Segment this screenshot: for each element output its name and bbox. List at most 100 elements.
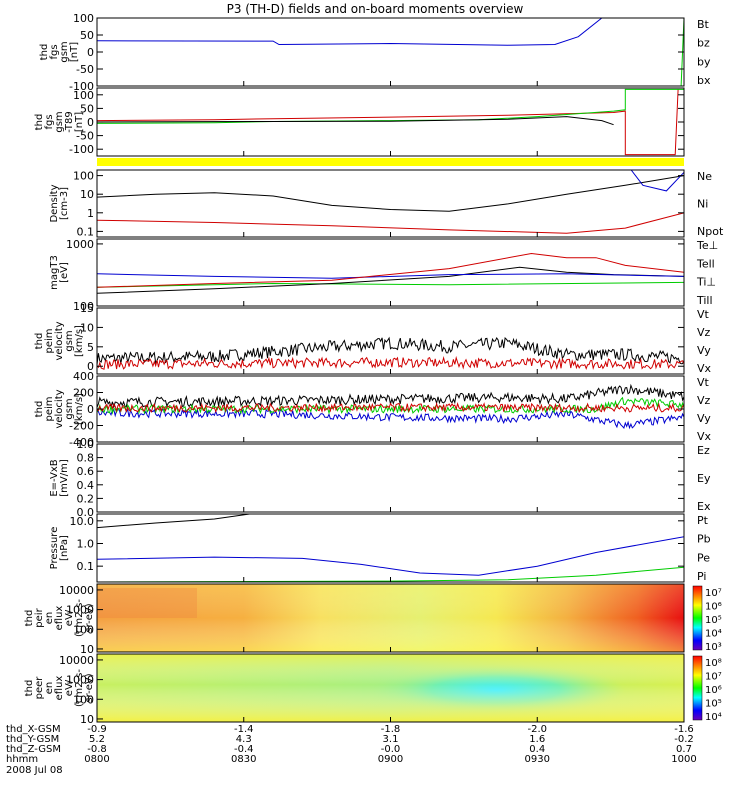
y-tick-label: 200: [73, 387, 94, 400]
colorbar-label: 10⁶: [705, 602, 722, 613]
ylabel-line: [mV/m]: [59, 459, 70, 497]
ylabel-line: sr-eV): [84, 673, 95, 702]
ylabel-line: thd: [39, 44, 50, 61]
series-Vz: [97, 401, 684, 414]
colorbar-label: 10⁷: [705, 672, 722, 683]
legend-Vt: Vt: [697, 376, 710, 389]
series-Till: [97, 281, 684, 288]
ylabel-line: velocity: [54, 321, 65, 360]
ylabel-line: (cm2-s-: [74, 669, 85, 707]
ylabel-line: -T89: [64, 111, 75, 133]
y-tick-label: 15: [80, 302, 94, 315]
colorbar-label: 10⁷: [705, 588, 722, 599]
ylabel-line: [km/s]: [74, 325, 85, 357]
axis-row-label: thd_X-GSM: [6, 724, 61, 735]
colorbar: [692, 585, 703, 651]
ylabel-line: thd: [34, 114, 45, 131]
colorbar-label: 10⁴: [705, 712, 722, 723]
series-black: [97, 116, 614, 126]
series-bx: [97, 18, 603, 46]
colorbar-label: 10⁶: [705, 685, 722, 696]
ylabel-line: thd: [24, 610, 35, 627]
legend-Vx: Vx: [697, 430, 712, 443]
series-Te⊥: [97, 252, 684, 288]
ylabel-line: velocity: [54, 389, 65, 428]
ylabel-line: thd: [34, 333, 45, 350]
legend-Tell: Tell: [696, 257, 715, 270]
panel-frame: [96, 375, 685, 443]
axis-row-label: thd_Y-GSM: [6, 734, 59, 745]
y-tick-label: 0: [87, 46, 94, 59]
ylabel-line: [eV]: [59, 262, 70, 283]
panel-velocity_gsm: thd peim velocity gsm [km/s] 400 200 0 -200 -400 V…: [34, 370, 712, 449]
y-tick-label: 0.6: [77, 465, 95, 478]
ylabel-line: peim: [44, 328, 55, 353]
legend-Vy: Vy: [697, 344, 711, 357]
axis-row-value: -1.8: [381, 724, 401, 735]
series-Tell: [97, 266, 684, 294]
axis-row-value: -2.0: [527, 724, 547, 735]
series-Vy: [97, 396, 684, 415]
panel-peer: thd peer en eflux eV/(cm2-s-sr-eV) 10000 1000 1…: [24, 653, 722, 726]
panel-frame: [96, 238, 685, 307]
y-tick-label: 1.0: [77, 537, 95, 550]
series-by: [97, 88, 684, 124]
date-label: 2008 Jul 08: [6, 765, 63, 776]
panel-fgs: thd fgs gsm [nT] 100 50 0 -50 -100 Bt bz by bx: [39, 12, 711, 93]
y-tick-label: 0.4: [77, 479, 95, 492]
ylabel-line: [nT]: [74, 112, 85, 132]
y-tick-label: 1000: [66, 604, 94, 617]
axis-row-value: 0.7: [676, 744, 692, 755]
ylabel-line: eflux: [54, 606, 65, 631]
ylabel-line: eV/: [64, 679, 75, 696]
ylabel-line: en: [44, 612, 55, 625]
legend-bx: bx: [697, 74, 711, 87]
y-tick-label: 100: [73, 300, 94, 313]
colorbar-label: 10⁵: [705, 615, 722, 626]
axis-row-label: hhmm: [6, 754, 38, 765]
panel-frame: [96, 513, 685, 583]
axis-row-value: -1.6: [674, 724, 694, 735]
y-tick-label: 0: [87, 360, 94, 373]
y-tick-label: 0.1: [77, 560, 95, 573]
ylabel-line: fgs: [49, 44, 60, 59]
y-tick-label: 10.0: [70, 515, 95, 528]
legend-Pe: Pe: [697, 551, 710, 564]
y-tick-label: 5: [87, 341, 94, 354]
panel-temperature: magT3 [eV] 1000 100 Te⊥ Tell Ti⊥ Till: [49, 238, 718, 313]
y-tick-label: 1000: [66, 238, 94, 251]
chart-title: P3 (TH-D) fields and on-board moments ov…: [226, 2, 524, 16]
y-tick-label: -100: [69, 143, 94, 156]
legend-Ti⊥: Ti⊥: [696, 276, 716, 289]
mode-band: [97, 158, 684, 166]
ylabel-line: eflux: [54, 676, 65, 701]
legend-Vz: Vz: [697, 326, 711, 339]
y-tick-label: 100: [73, 170, 94, 183]
y-tick-label: 1000: [66, 674, 94, 687]
axis-row-value: 5.2: [89, 734, 105, 745]
series-Vx: [97, 408, 684, 430]
axis-row-label: thd_Z-GSM: [6, 744, 61, 755]
axis-row-value: 4.3: [236, 734, 252, 745]
axis-row-value: -0.0: [381, 744, 401, 755]
ylabel-line: [nPa]: [59, 535, 70, 561]
heatmap-shading: [97, 654, 684, 722]
legend-Npot: Npot: [697, 225, 724, 238]
legend-Till: Till: [696, 294, 713, 307]
y-tick-label: 0.8: [77, 452, 95, 465]
legend-Ez: Ez: [697, 444, 710, 457]
y-tick-label: -400: [69, 436, 94, 449]
axis-row-value: 0830: [231, 754, 256, 765]
y-tick-label: 100: [73, 623, 94, 636]
y-tick-label: 50: [80, 29, 94, 42]
legend-by: by: [697, 55, 711, 68]
series-Ti⊥: [97, 273, 684, 279]
y-tick-label: 100: [73, 89, 94, 102]
axis-row-value: 1.6: [529, 734, 545, 745]
legend-Pb: Pb: [697, 533, 711, 546]
y-tick-label: 0: [87, 403, 94, 416]
legend-Pi: Pi: [697, 570, 706, 583]
axis-row-value: 0930: [525, 754, 550, 765]
legend-Ne: Ne: [697, 170, 712, 183]
series-Ni: [97, 175, 684, 212]
